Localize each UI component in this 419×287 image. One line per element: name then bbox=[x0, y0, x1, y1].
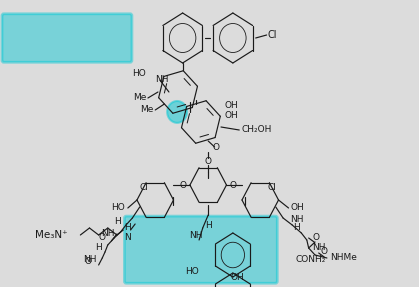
Text: CONH₂: CONH₂ bbox=[295, 255, 326, 265]
Text: Me: Me bbox=[140, 106, 153, 115]
Circle shape bbox=[167, 101, 187, 123]
Text: HO: HO bbox=[132, 69, 146, 79]
Text: OH: OH bbox=[225, 110, 238, 119]
Text: Me: Me bbox=[133, 94, 146, 102]
Text: O: O bbox=[98, 234, 105, 243]
Text: O: O bbox=[229, 181, 236, 189]
Text: NH: NH bbox=[290, 216, 304, 224]
Text: O: O bbox=[84, 257, 91, 267]
Text: NH: NH bbox=[155, 75, 169, 84]
Text: NH: NH bbox=[312, 243, 326, 253]
Text: Cl: Cl bbox=[268, 183, 277, 191]
Text: O: O bbox=[312, 232, 319, 241]
Text: O: O bbox=[213, 144, 220, 152]
Text: NH: NH bbox=[101, 230, 115, 238]
Text: OH: OH bbox=[230, 274, 244, 282]
Text: H: H bbox=[95, 243, 102, 253]
Text: Cl: Cl bbox=[139, 183, 148, 191]
Text: Me₃N⁺: Me₃N⁺ bbox=[35, 230, 67, 240]
Text: Cl: Cl bbox=[268, 30, 277, 40]
Text: H: H bbox=[293, 224, 300, 232]
FancyBboxPatch shape bbox=[2, 14, 132, 62]
Text: NH: NH bbox=[189, 230, 203, 239]
Text: H: H bbox=[124, 224, 131, 232]
Text: O: O bbox=[179, 181, 186, 189]
Text: O: O bbox=[321, 247, 328, 257]
Text: NHMe: NHMe bbox=[331, 253, 357, 263]
Text: HO: HO bbox=[111, 203, 125, 212]
Text: OH: OH bbox=[290, 203, 304, 212]
FancyBboxPatch shape bbox=[124, 216, 277, 283]
Text: N: N bbox=[124, 232, 131, 241]
Text: O: O bbox=[205, 158, 212, 166]
Text: H: H bbox=[205, 220, 212, 230]
Text: OH: OH bbox=[225, 100, 238, 110]
Text: NH: NH bbox=[83, 255, 97, 265]
Text: HO: HO bbox=[185, 267, 199, 276]
Text: H: H bbox=[114, 218, 121, 226]
Text: CH₂OH: CH₂OH bbox=[242, 125, 272, 135]
